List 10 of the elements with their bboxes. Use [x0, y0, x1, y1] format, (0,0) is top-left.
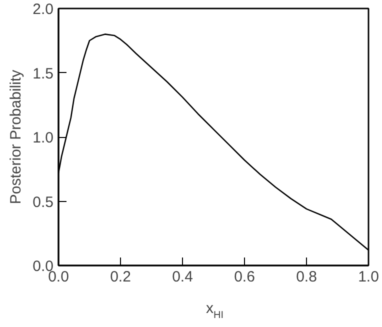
y-tick-label: 1.5 — [32, 65, 54, 82]
x-tick-label: 0.6 — [234, 268, 255, 286]
x-tick-label: 0.4 — [172, 268, 193, 286]
x-tick-label: 1.0 — [358, 268, 379, 286]
y-tick-label: 0.5 — [32, 194, 54, 211]
y-tick-label: 2.0 — [32, 1, 54, 18]
y-axis-title: Posterior Probability — [8, 69, 25, 204]
x-tick-label: 0.8 — [296, 268, 317, 286]
y-tick-label: 1.0 — [32, 130, 54, 146]
x-tick-label: 0.2 — [110, 268, 131, 286]
